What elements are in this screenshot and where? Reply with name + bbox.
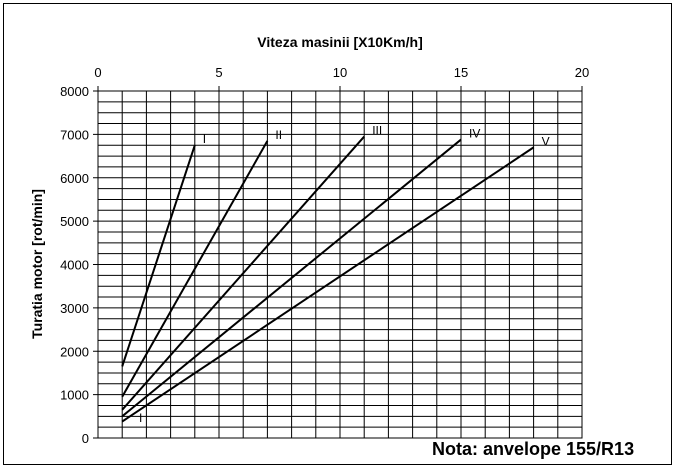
grid-horizontal (93, 90, 582, 439)
y-tick-label: 6000 (60, 171, 89, 186)
x-tick-label: 0 (94, 65, 101, 80)
series-label-ii: II (275, 128, 282, 142)
series-label-v: V (542, 134, 550, 148)
x-tick-label: 10 (333, 65, 347, 80)
y-tick-label: 1000 (60, 388, 89, 403)
x-tick-label: 15 (454, 65, 468, 80)
small-gear-label: I (139, 411, 142, 425)
x-tick-label: 20 (575, 65, 589, 80)
y-tick-label: 7000 (60, 127, 89, 142)
y-axis-label: Turatia motor [rot/min] (29, 189, 45, 339)
series-line-iv (121, 138, 462, 418)
y-tick-label: 4000 (60, 258, 89, 273)
series-line-v (121, 146, 535, 423)
x-tick-labels: 0 5 10 15 20 (94, 65, 589, 80)
y-tick-label: 2000 (60, 344, 89, 359)
grid-vertical (97, 86, 583, 438)
series-label-iv: IV (469, 127, 480, 141)
series-lines (121, 135, 535, 423)
series-labels: I II III IVV (203, 124, 550, 149)
y-tick-label: 5000 (60, 214, 89, 229)
tire-note: Nota: anvelope 155/R13 (432, 439, 634, 459)
y-tick-labels: 0 1000 2000 3000 4000 5000 6000 7000 8000 (60, 84, 89, 446)
y-tick-label: 0 (82, 431, 89, 446)
x-tick-label: 5 (215, 65, 222, 80)
series-line-ii (121, 140, 269, 398)
y-tick-label: 8000 (60, 84, 89, 99)
series-line-iii (121, 135, 365, 411)
series-label-iii: III (372, 124, 382, 138)
series-line-i (121, 144, 196, 367)
y-tick-label: 3000 (60, 301, 89, 316)
series-label-i: I (203, 132, 206, 146)
chart-title: Viteza masinii [X10Km/h] (257, 34, 422, 50)
plot-border (97, 90, 583, 439)
